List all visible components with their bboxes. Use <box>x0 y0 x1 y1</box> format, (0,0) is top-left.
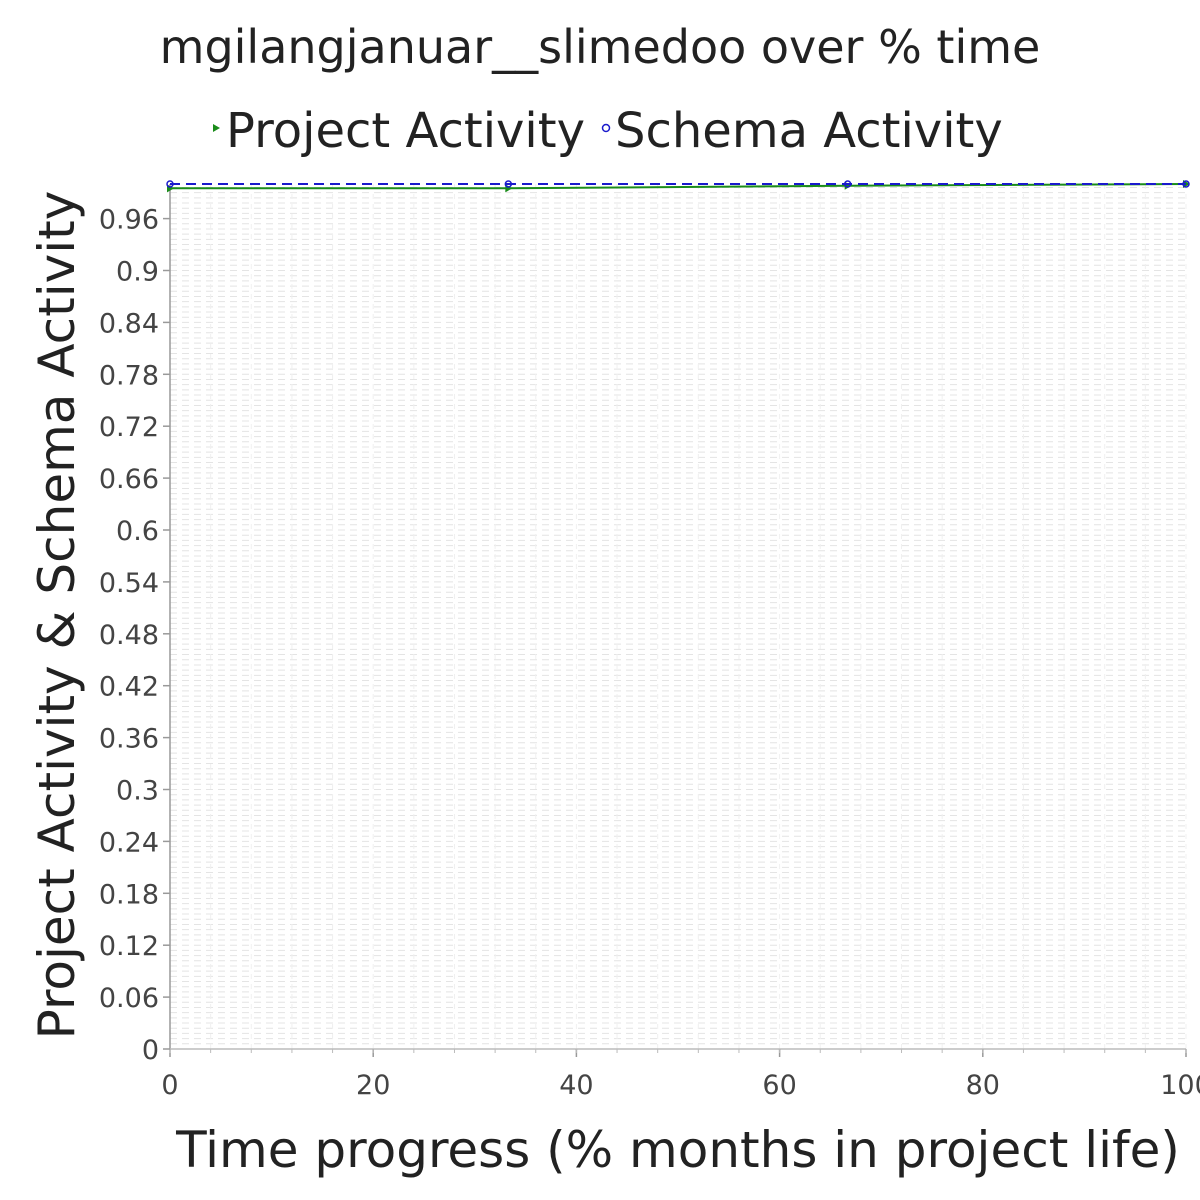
y-tick-label: 0 <box>142 1035 159 1066</box>
y-axis-label: Project Activity & Schema Activity <box>28 191 86 1040</box>
x-axis-ticks: 0 20 40 60 80 100 <box>161 1049 1200 1101</box>
x-tick-label: 20 <box>356 1070 390 1101</box>
y-tick-label: 0.12 <box>99 931 159 962</box>
y-tick-label: 0.84 <box>99 308 159 339</box>
y-axis-ticks: 0 0.06 0.12 0.18 0.24 0.3 0.36 0.42 0.48 0.54 0.6 0… <box>99 205 170 1066</box>
chart-title: mgilangjanuar__slimedoo over % time <box>160 20 1041 74</box>
data-point <box>504 180 513 188</box>
y-tick-label: 0.6 <box>116 516 159 547</box>
legend-marker-project-activity <box>213 124 220 132</box>
y-tick-label: 0.54 <box>99 568 159 599</box>
y-tick-label: 0.3 <box>116 776 159 807</box>
legend-label-project-activity: Project Activity <box>226 103 585 159</box>
x-tick-label: 40 <box>559 1070 593 1101</box>
y-tick-label: 0.24 <box>99 827 159 858</box>
y-tick-label: 0.72 <box>99 412 159 443</box>
series-layer <box>166 180 1190 193</box>
x-tick-label: 100 <box>1160 1070 1200 1101</box>
legend-item-schema-activity: Schema Activity <box>601 103 1003 159</box>
grid <box>169 184 1187 1050</box>
x-tick-label: 0 <box>161 1070 178 1101</box>
y-tick-label: 0.48 <box>99 620 159 651</box>
y-tick-label: 0.9 <box>116 257 159 288</box>
legend-item-project-activity: Project Activity <box>213 103 585 159</box>
x-tick-label: 80 <box>966 1070 1000 1101</box>
x-tick-label: 60 <box>762 1070 796 1101</box>
y-tick-label: 0.66 <box>99 464 159 495</box>
axes <box>169 184 1186 1050</box>
data-point <box>1182 180 1190 188</box>
x-axis-label: Time progress (% months in project life) <box>175 1121 1180 1179</box>
data-point <box>843 180 852 188</box>
legend-marker-schema-activity <box>601 123 611 133</box>
plot-area: 0 20 40 60 80 100 0 0.06 0.12 0.18 0.24 0.3 0.36 0.4… <box>99 180 1200 1101</box>
y-tick-label: 0.96 <box>99 205 159 236</box>
data-point <box>166 180 174 188</box>
y-tick-label: 0.06 <box>99 983 159 1014</box>
legend-label-schema-activity: Schema Activity <box>615 103 1003 159</box>
y-tick-label: 0.18 <box>99 879 159 910</box>
series-line-project-activity <box>170 183 1187 190</box>
y-tick-label: 0.36 <box>99 724 159 755</box>
legend: Project Activity Schema Activity <box>213 103 1003 159</box>
y-tick-label: 0.42 <box>99 672 159 703</box>
y-tick-label: 0.78 <box>99 360 159 391</box>
